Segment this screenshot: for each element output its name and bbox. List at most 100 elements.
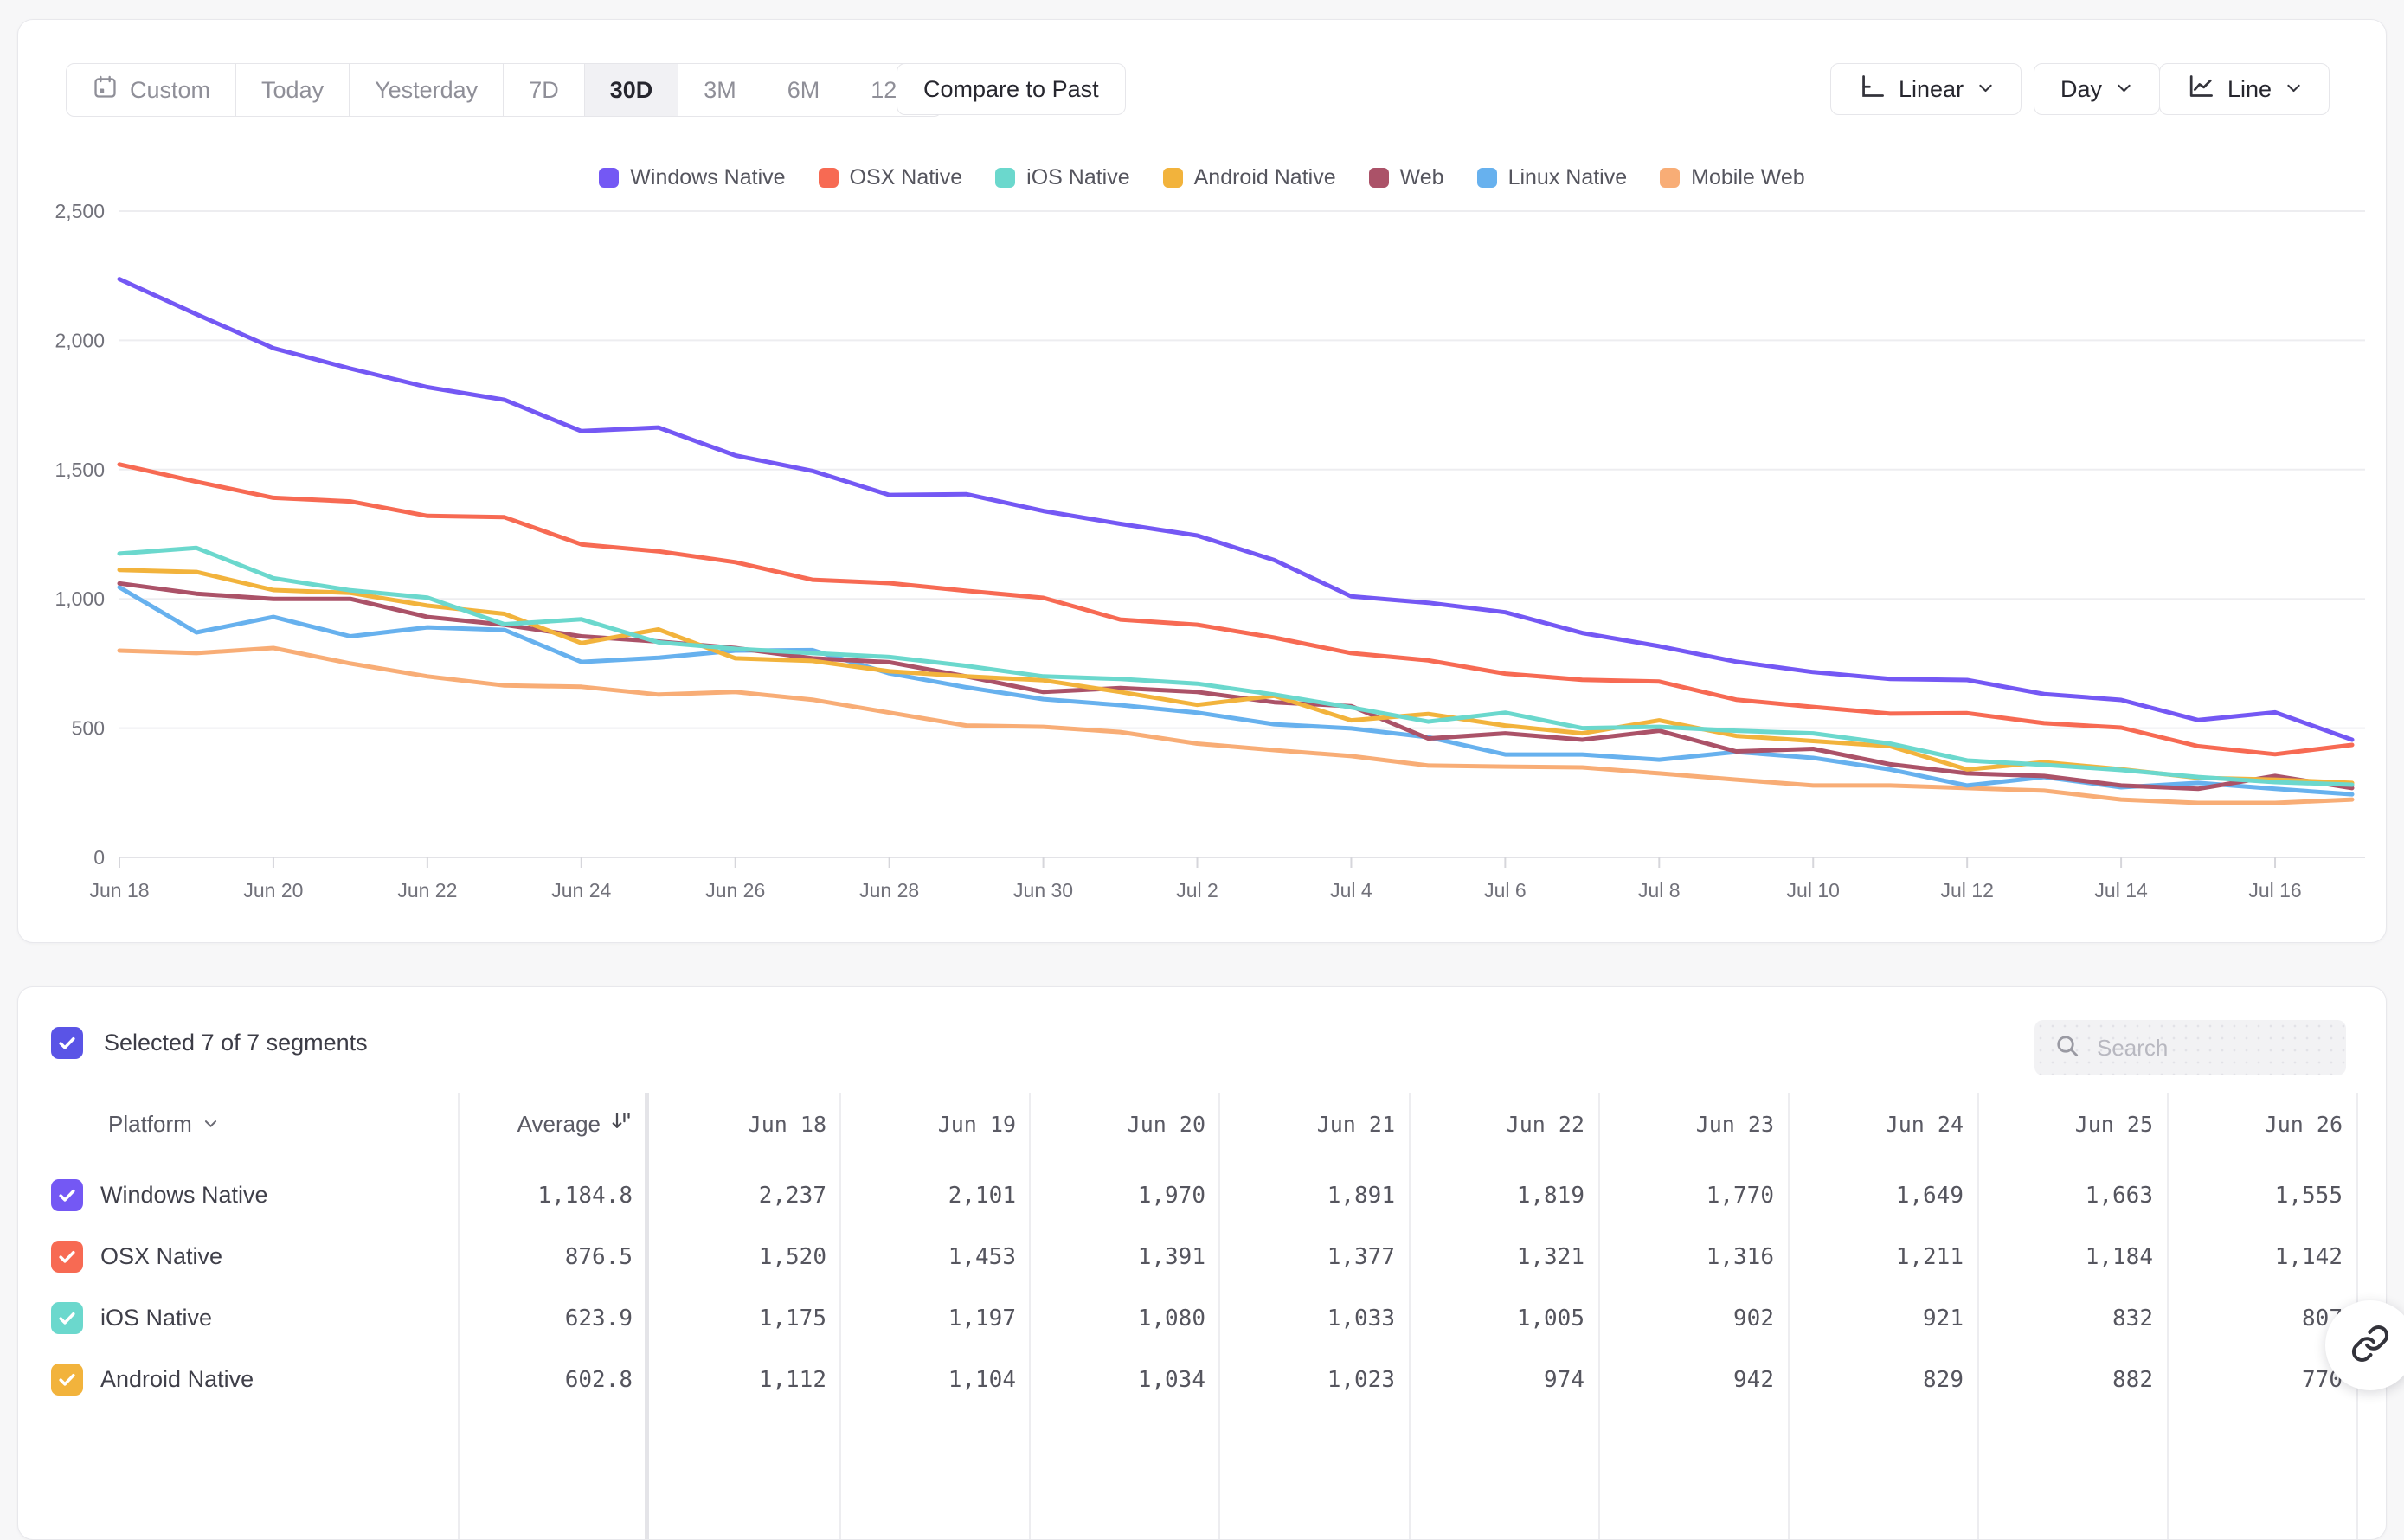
series-line-web xyxy=(117,581,2355,792)
x-axis-label: Jun 22 xyxy=(397,879,457,902)
column-header-jun-19[interactable]: Jun 19 xyxy=(937,1111,1016,1137)
x-axis-label: Jun 30 xyxy=(1013,879,1073,902)
column-header-jun-25[interactable]: Jun 25 xyxy=(2074,1111,2153,1137)
table-header-row: Platform Average Jun 18 Jun 19 Jun 20 Jun 2… xyxy=(18,1093,2386,1155)
platform-name: iOS Native xyxy=(100,1305,213,1331)
x-axis-label: Jul 16 xyxy=(2248,879,2301,902)
average-value: 876.5 xyxy=(564,1243,633,1270)
cell-value: 1,104 xyxy=(948,1366,1016,1393)
x-axis-label: Jul 10 xyxy=(1787,879,1840,902)
cell-value: 882 xyxy=(2112,1366,2153,1393)
chart-type-dropdown-label: Line xyxy=(2227,75,2272,102)
linear-scale-icon xyxy=(1857,72,1886,106)
chevron-down-icon xyxy=(2285,76,2303,103)
legend-swatch xyxy=(995,168,1016,188)
cell-value: 921 xyxy=(1923,1305,1964,1331)
share-link-button[interactable] xyxy=(2325,1300,2404,1390)
select-all-checkbox[interactable] xyxy=(51,1027,83,1059)
cell-value: 942 xyxy=(1733,1366,1774,1393)
column-header-jun-22[interactable]: Jun 22 xyxy=(1506,1111,1584,1137)
column-header-average[interactable]: Average xyxy=(458,1109,646,1139)
platform-cell: Android Native xyxy=(18,1364,458,1396)
x-axis-label: Jul 14 xyxy=(2094,879,2148,902)
checkbox-ios-native[interactable] xyxy=(51,1302,83,1334)
column-separator xyxy=(1977,1093,1979,1539)
cell-value: 1,112 xyxy=(758,1366,826,1393)
chevron-down-icon xyxy=(2115,76,2133,103)
select-all-row: Selected 7 of 7 segments xyxy=(51,1027,368,1059)
range-yesterday[interactable]: Yesterday xyxy=(350,64,505,116)
range-7d[interactable]: 7D xyxy=(504,64,585,116)
legend-item-linux-native[interactable]: Linux Native xyxy=(1476,165,1627,190)
legend-label: OSX Native xyxy=(849,165,963,189)
range-label: Yesterday xyxy=(375,76,479,103)
search-input[interactable] xyxy=(2095,1033,2327,1062)
x-axis-label: Jun 24 xyxy=(551,879,611,902)
average-value: 602.8 xyxy=(564,1366,633,1393)
average-value: 623.9 xyxy=(564,1305,633,1331)
cell-value: 1,377 xyxy=(1327,1243,1395,1270)
search-box xyxy=(2034,1020,2346,1075)
column-header-jun-24[interactable]: Jun 24 xyxy=(1885,1111,1964,1137)
cell-value: 1,819 xyxy=(1516,1182,1584,1209)
x-axis-label: Jul 4 xyxy=(1330,879,1372,902)
platform-cell: iOS Native xyxy=(18,1302,458,1334)
column-header-jun-23[interactable]: Jun 23 xyxy=(1695,1111,1774,1137)
column-header-jun-26[interactable]: Jun 26 xyxy=(2264,1111,2343,1137)
checkbox-osx-native[interactable] xyxy=(51,1241,83,1273)
legend-label: Mobile Web xyxy=(1691,165,1805,189)
column-separator xyxy=(1788,1093,1790,1539)
y-axis-label: 2,000 xyxy=(55,329,105,351)
column-header-jun-21[interactable]: Jun 21 xyxy=(1316,1111,1395,1137)
range-label: 3M xyxy=(704,76,736,103)
cell-value: 1,649 xyxy=(1895,1182,1964,1209)
selected-count-label: Selected 7 of 7 segments xyxy=(104,1030,368,1056)
range-label: 7D xyxy=(529,76,559,103)
range-6m[interactable]: 6M xyxy=(762,64,846,116)
legend-label: Web xyxy=(1399,165,1444,189)
interval-dropdown[interactable]: Day xyxy=(2034,63,2161,115)
column-separator xyxy=(1409,1093,1411,1539)
compare-to-past-button[interactable]: Compare to Past xyxy=(897,63,1126,115)
range-30d[interactable]: 30D xyxy=(584,64,679,116)
legend-label: Android Native xyxy=(1193,165,1336,189)
legend-item-mobile-web[interactable]: Mobile Web xyxy=(1660,165,1805,190)
column-separator xyxy=(1029,1093,1031,1539)
chevron-down-icon xyxy=(1977,76,1995,103)
cell-value: 829 xyxy=(1923,1366,1964,1393)
x-axis-label: Jun 20 xyxy=(243,879,303,902)
legend-item-android-native[interactable]: Android Native xyxy=(1162,165,1336,190)
range-today[interactable]: Today xyxy=(236,64,350,116)
column-header-jun-20[interactable]: Jun 20 xyxy=(1127,1111,1205,1137)
cell-value: 1,770 xyxy=(1706,1182,1774,1209)
checkbox-windows-native[interactable] xyxy=(51,1179,83,1211)
interval-dropdown-label: Day xyxy=(2060,75,2103,102)
column-separator xyxy=(2167,1093,2169,1539)
cell-value: 1,321 xyxy=(1516,1243,1584,1270)
range-3m[interactable]: 3M xyxy=(678,64,762,116)
column-separator xyxy=(458,1093,460,1539)
table-row-ios-native: iOS Native 623.9 1,175 1,197 1,080 1,033 1,005… xyxy=(18,1287,2386,1349)
column-header-platform[interactable]: Platform xyxy=(18,1111,458,1138)
platform-cell: OSX Native xyxy=(18,1241,458,1273)
scale-dropdown[interactable]: Linear xyxy=(1830,63,2022,115)
chart-type-dropdown[interactable]: Line xyxy=(2159,63,2330,115)
cell-value: 1,080 xyxy=(1137,1305,1205,1331)
y-axis-label: 1,000 xyxy=(55,587,105,610)
series-line-mobile-web xyxy=(117,645,2355,805)
column-header-jun-18[interactable]: Jun 18 xyxy=(748,1111,826,1137)
range-custom[interactable]: Custom xyxy=(67,64,237,116)
range-label: Today xyxy=(261,76,325,103)
range-label: Custom xyxy=(130,76,211,103)
legend-item-web[interactable]: Web xyxy=(1368,165,1444,190)
cell-value: 1,453 xyxy=(948,1243,1016,1270)
legend-item-osx-native[interactable]: OSX Native xyxy=(818,165,963,190)
legend-item-windows-native[interactable]: Windows Native xyxy=(599,165,786,190)
legend-item-ios-native[interactable]: iOS Native xyxy=(995,165,1130,190)
cell-value: 1,663 xyxy=(2085,1182,2153,1209)
series-line-windows-native xyxy=(117,277,2355,742)
column-separator xyxy=(1218,1093,1220,1539)
x-axis-label: Jul 2 xyxy=(1176,879,1218,902)
checkbox-android-native[interactable] xyxy=(51,1364,83,1396)
x-axis-label: Jun 28 xyxy=(859,879,919,902)
